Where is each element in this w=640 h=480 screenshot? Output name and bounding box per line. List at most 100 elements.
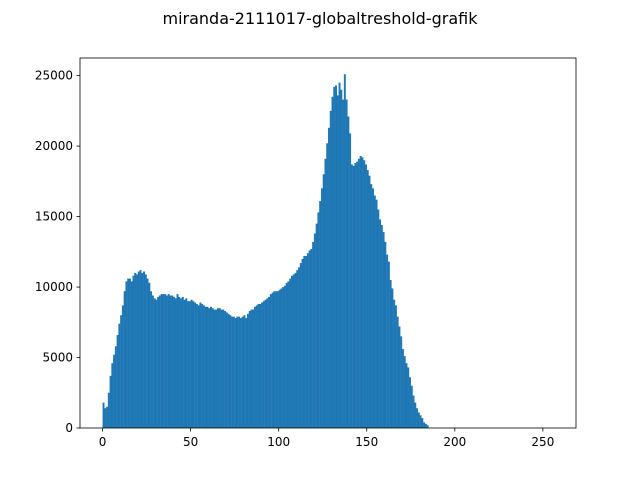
histogram-bar — [410, 385, 413, 428]
histogram-bar — [109, 375, 112, 428]
histogram-bar — [291, 275, 293, 428]
histogram-bar — [171, 295, 174, 428]
histogram-bar — [421, 418, 424, 428]
histogram-bar — [197, 305, 200, 428]
histogram-bar — [176, 294, 179, 428]
histogram-bar — [403, 356, 406, 428]
histogram-bar — [222, 309, 225, 428]
histogram-bar — [128, 278, 131, 428]
histogram-bar — [121, 305, 124, 428]
histogram-bar — [238, 316, 241, 428]
histogram-bar — [213, 309, 216, 428]
histogram-bar — [416, 408, 419, 428]
histogram-bar — [139, 270, 142, 428]
histogram-bar — [165, 295, 168, 428]
histogram-bar — [347, 116, 350, 428]
histogram-bar — [254, 306, 256, 428]
histogram-bar — [278, 289, 281, 428]
histogram-bar — [116, 334, 119, 428]
y-tick-label: 0 — [65, 421, 73, 435]
histogram-bar — [292, 274, 295, 428]
histogram-bar — [287, 281, 290, 428]
histogram-bar — [289, 278, 292, 428]
histogram-bar — [342, 99, 345, 428]
histogram-bar — [236, 316, 239, 428]
histogram-bar — [370, 184, 373, 428]
histogram-bar — [405, 363, 408, 428]
histogram-bar — [315, 223, 318, 428]
histogram-bar — [245, 318, 248, 428]
histogram-bar — [275, 291, 278, 428]
chart-title: miranda-2111017-globaltreshold-grafik — [163, 9, 479, 28]
bars-group — [102, 74, 429, 429]
histogram-bar — [398, 326, 401, 428]
x-tick-label: 0 — [99, 435, 107, 449]
histogram-bar — [151, 295, 154, 428]
histogram-bar — [326, 143, 329, 428]
histogram-bar — [195, 303, 198, 428]
histogram-bar — [153, 298, 156, 428]
histogram-bar — [357, 158, 360, 428]
histogram-bar — [241, 316, 244, 428]
histogram-bar — [386, 254, 389, 428]
histogram-bar — [146, 278, 149, 428]
histogram-bar — [296, 270, 299, 428]
y-axis: 0 5000 10000 15000 20000 25000 — [35, 69, 80, 435]
histogram-bar — [382, 232, 385, 428]
histogram-bar — [364, 164, 367, 428]
histogram-bar — [243, 315, 246, 428]
histogram-bar — [407, 367, 410, 428]
histogram-bar — [234, 318, 237, 428]
histogram-bar — [164, 294, 167, 428]
histogram-bar — [285, 282, 288, 428]
histogram-bar — [375, 199, 378, 428]
histogram-bar — [380, 225, 383, 428]
histogram-bar — [303, 256, 306, 428]
histogram-bar — [201, 303, 204, 428]
histogram-bar — [338, 82, 341, 429]
histogram-bar — [401, 349, 404, 428]
histogram-bar — [322, 174, 325, 428]
histogram-bar — [134, 272, 137, 428]
histogram-bar — [118, 323, 121, 428]
histogram-bar — [181, 296, 184, 428]
histogram-bar — [269, 294, 272, 428]
histogram-bar — [387, 261, 390, 428]
histogram-bar — [424, 423, 427, 428]
histogram-bar — [361, 157, 364, 428]
histogram-bar — [368, 175, 371, 428]
histogram-bar — [192, 301, 195, 428]
histogram-bar — [271, 292, 274, 428]
histogram-bar — [185, 298, 188, 428]
histogram-bar — [298, 267, 301, 428]
histogram-bar — [206, 306, 209, 428]
histogram-bar — [123, 291, 126, 428]
histogram-bar — [162, 294, 165, 428]
histogram-bar — [137, 271, 140, 428]
histogram-bar — [178, 296, 181, 428]
histogram-bar — [426, 425, 429, 428]
histogram-bar — [366, 170, 369, 429]
histogram-bar — [282, 287, 285, 428]
y-tick-label: 5000 — [42, 351, 73, 365]
y-tick-label: 15000 — [35, 210, 73, 224]
histogram-bar — [273, 291, 276, 428]
x-tick-label: 250 — [531, 435, 554, 449]
histogram-bar — [250, 309, 253, 428]
histogram-bar — [299, 263, 302, 428]
histogram-bar — [158, 295, 161, 428]
histogram-bar — [400, 336, 403, 428]
histogram-bar — [328, 127, 330, 429]
histogram-bar — [246, 313, 249, 428]
histogram-bar — [183, 299, 186, 428]
histogram-bar — [144, 274, 147, 428]
histogram-bar — [266, 298, 269, 428]
histogram-bar — [259, 303, 262, 428]
histogram-bar — [194, 302, 197, 428]
histogram-bar — [217, 308, 219, 428]
histogram-bar — [352, 165, 355, 429]
histogram-bar — [393, 299, 396, 428]
histogram-bar — [209, 306, 212, 428]
histogram-bar — [174, 298, 177, 428]
